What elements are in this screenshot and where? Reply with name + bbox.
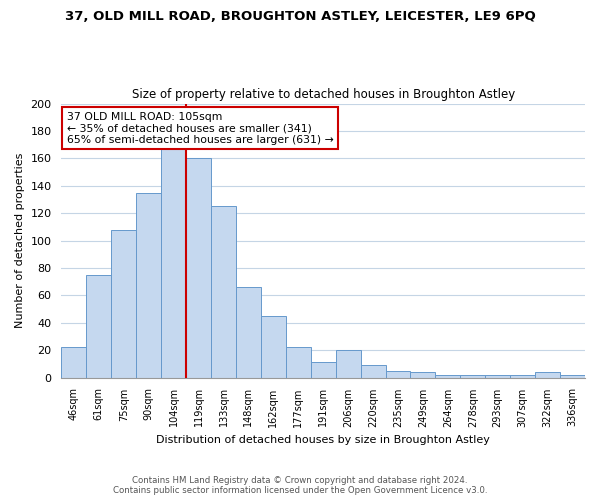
Text: Contains HM Land Registry data © Crown copyright and database right 2024.
Contai: Contains HM Land Registry data © Crown c… [113,476,487,495]
Bar [311,362,335,378]
Bar [211,206,236,378]
Bar [286,348,311,378]
Bar [560,375,585,378]
X-axis label: Distribution of detached houses by size in Broughton Astley: Distribution of detached houses by size … [156,435,490,445]
Title: Size of property relative to detached houses in Broughton Astley: Size of property relative to detached ho… [131,88,515,101]
Bar [460,375,485,378]
Bar [161,148,186,378]
Bar [236,287,261,378]
Y-axis label: Number of detached properties: Number of detached properties [15,153,25,328]
Bar [61,348,86,378]
Bar [136,192,161,378]
Bar [386,370,410,378]
Bar [361,365,386,378]
Text: 37 OLD MILL ROAD: 105sqm
← 35% of detached houses are smaller (341)
65% of semi-: 37 OLD MILL ROAD: 105sqm ← 35% of detach… [67,112,334,145]
Bar [111,230,136,378]
Bar [335,350,361,378]
Bar [436,375,460,378]
Bar [186,158,211,378]
Bar [261,316,286,378]
Bar [410,372,436,378]
Text: 37, OLD MILL ROAD, BROUGHTON ASTLEY, LEICESTER, LE9 6PQ: 37, OLD MILL ROAD, BROUGHTON ASTLEY, LEI… [65,10,535,23]
Bar [485,375,510,378]
Bar [535,372,560,378]
Bar [510,375,535,378]
Bar [86,275,111,378]
